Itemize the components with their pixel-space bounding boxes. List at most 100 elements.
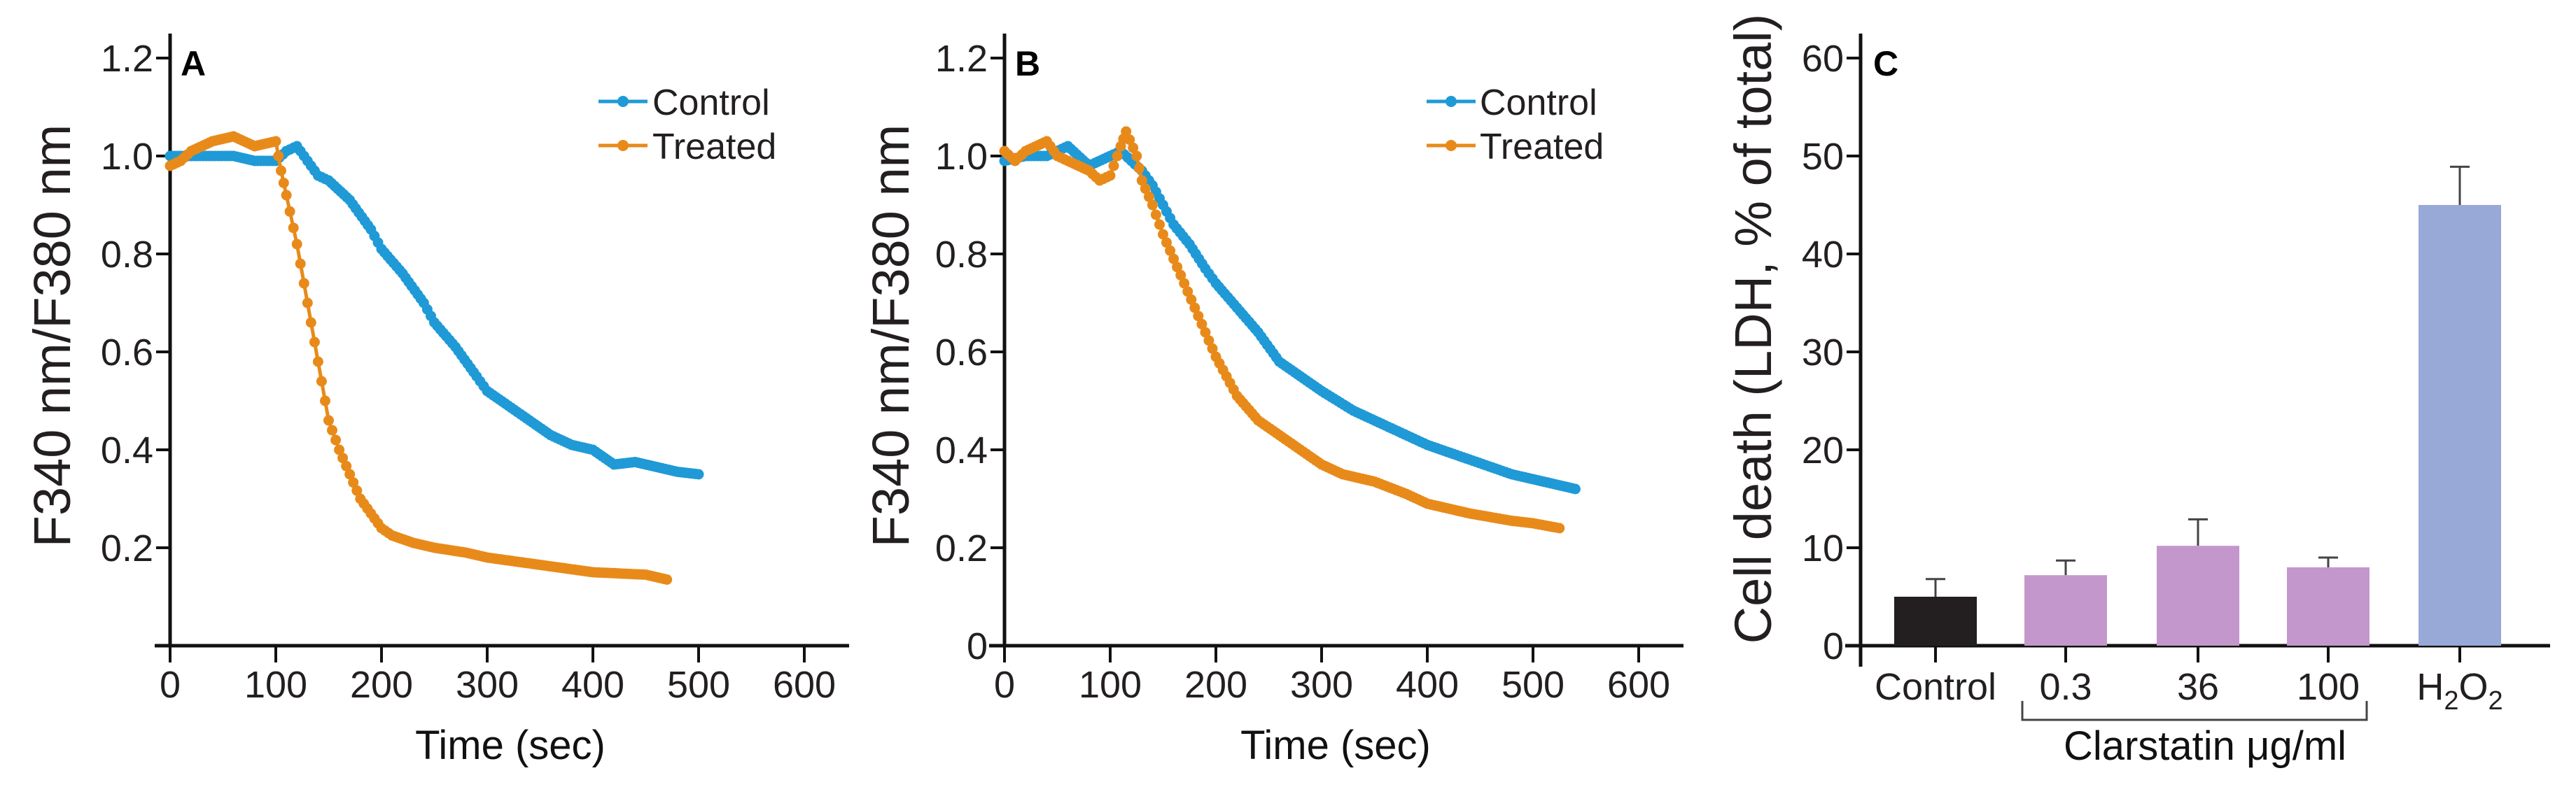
data-point-treated [1136, 175, 1147, 186]
x-tick-label: Control [1875, 666, 1996, 708]
data-point-treated [1189, 302, 1200, 313]
data-point-treated [1150, 209, 1161, 220]
data-point-treated [1179, 278, 1190, 289]
data-point-treated [1124, 134, 1135, 146]
data-point-treated [337, 453, 349, 464]
legend-dot-treated [617, 140, 629, 151]
data-point-treated [1161, 237, 1172, 248]
x-tick-label: 600 [1607, 664, 1670, 706]
legend-dot-control [617, 96, 629, 107]
data-point-treated [327, 425, 337, 436]
data-point-control [1569, 483, 1581, 495]
y-tick-label: 0.6 [101, 332, 153, 374]
legend-label-treated: Treated [652, 127, 776, 167]
y-tick-label: 30 [1802, 332, 1844, 374]
data-point-treated [1140, 183, 1151, 194]
data-point-treated [662, 574, 673, 585]
x-tick-label: 100 [1079, 664, 1142, 706]
data-point-treated [278, 178, 289, 188]
data-point-treated [288, 222, 299, 234]
data-point-treated [344, 469, 356, 480]
x-tick-label-h2o2: H2O2 [2416, 666, 2502, 716]
x-axis-label-b: Time (sec) [1240, 723, 1431, 768]
data-point-treated [309, 336, 320, 348]
data-point-treated [276, 165, 286, 176]
y-tick-label: 20 [1802, 430, 1844, 472]
panel-label-a: A [181, 44, 206, 83]
legend-label-control: Control [1480, 83, 1597, 123]
data-point-treated [1112, 150, 1123, 162]
data-point-treated [1121, 126, 1132, 137]
x-tick-label: 200 [1184, 664, 1247, 706]
panel-label-c: C [1873, 44, 1898, 83]
data-point-treated [1105, 170, 1116, 181]
x-tick-label: 200 [350, 664, 413, 706]
x-tick-label: 300 [456, 664, 519, 706]
panel-a-chart: A F340 nm/F380 nm Time (sec) 0 100 200 300 4… [23, 34, 849, 768]
y-tick-label: 10 [1802, 527, 1844, 569]
legend-a: Control Treated [598, 83, 776, 167]
data-point-treated [291, 239, 302, 250]
data-point-treated [1165, 245, 1176, 256]
x-tick-label: 600 [773, 664, 836, 706]
bar-h2o2 [2418, 205, 2501, 646]
bar-0.3 [2024, 575, 2107, 646]
group-label-clarstatin: Clarstatin μg/ml [2064, 723, 2346, 769]
y-tick-label: 0.8 [101, 234, 153, 276]
data-point-treated [302, 297, 313, 309]
data-point-treated [1128, 142, 1139, 153]
bar-control [1894, 597, 1977, 646]
y-tick-label: 0.8 [935, 234, 988, 276]
y-tick-label: 0.4 [935, 430, 988, 472]
data-point-treated [1168, 253, 1180, 264]
x-tick-label: 0.3 [2039, 666, 2092, 708]
data-point-treated [1154, 219, 1165, 230]
data-point-treated [1193, 311, 1204, 322]
clarstatin-bracket [2021, 701, 2368, 721]
data-point-treated [323, 415, 334, 426]
legend-dot-treated [1446, 140, 1457, 151]
x-tick-label: 100 [244, 664, 307, 706]
legend-label-treated: Treated [1480, 127, 1604, 167]
y-tick-label: 1.0 [101, 136, 153, 178]
legend-label-control: Control [652, 83, 770, 123]
y-tick-label: 0.6 [935, 332, 988, 374]
legend-b: Control Treated [1427, 83, 1604, 167]
x-tick-label: 400 [561, 664, 624, 706]
x-tick-label: 0 [994, 664, 1015, 706]
data-point-treated [1134, 163, 1144, 173]
y-tick-label: 40 [1802, 234, 1844, 276]
x-tick-label: 36 [2177, 666, 2219, 708]
x-tick-label: 300 [1290, 664, 1353, 706]
data-point-treated [1143, 191, 1154, 202]
data-point-treated [1186, 294, 1197, 305]
data-point-treated [1108, 160, 1119, 171]
data-point-treated [305, 317, 316, 328]
series-line-treated [169, 134, 668, 581]
data-point-treated [351, 485, 363, 496]
x-axis-label-a: Time (sec) [415, 723, 606, 768]
data-point-treated [348, 477, 359, 488]
data-point-treated [1203, 335, 1214, 346]
data-point-treated [330, 434, 342, 446]
x-tick-label: 100 [2297, 666, 2360, 708]
data-point-control [693, 469, 704, 480]
series-line-control [170, 144, 699, 476]
series-line-treated [1003, 129, 1560, 530]
y-tick-label: 60 [1802, 38, 1844, 80]
data-point-treated [270, 136, 281, 147]
y-tick-label: 0 [1823, 625, 1844, 667]
x-tick-label: 0 [160, 664, 181, 706]
data-point-treated [1158, 229, 1168, 240]
data-point-treated [334, 444, 345, 455]
y-axis-label-a: F340 nm/F380 nm [23, 125, 81, 548]
data-point-treated [1554, 523, 1565, 534]
legend-dot-control [1446, 96, 1457, 107]
data-point-treated [1207, 343, 1218, 354]
data-point-treated [1200, 327, 1211, 338]
data-point-treated [1172, 262, 1183, 273]
data-point-treated [298, 278, 309, 289]
data-point-treated [1131, 150, 1142, 162]
y-tick-label: 50 [1802, 136, 1844, 178]
